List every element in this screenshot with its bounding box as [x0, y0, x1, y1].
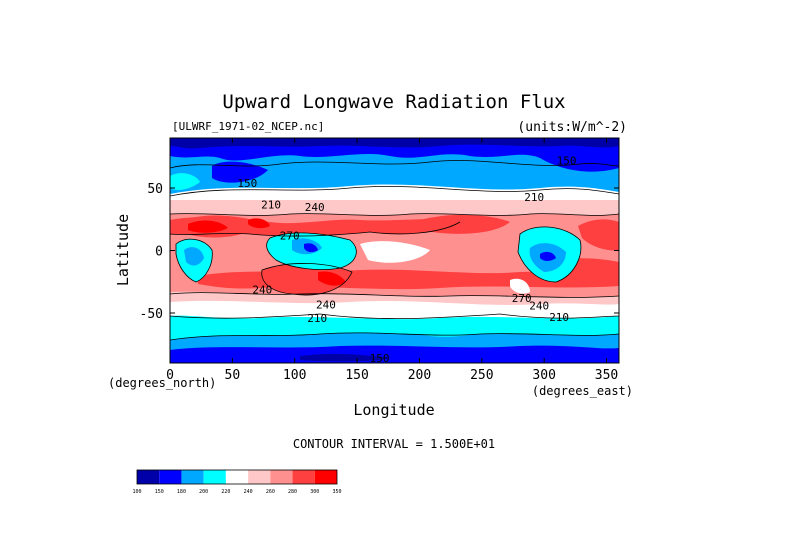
band-south-180: [170, 345, 619, 363]
x-tick-label-2: 100: [283, 368, 306, 383]
x-axis-label: Longitude: [353, 401, 434, 419]
warm-east-atlantic: [578, 219, 619, 251]
contour-line-8: [517, 226, 582, 283]
y-axis-unit-label: (degrees_north): [108, 376, 216, 390]
convection-andes: [510, 278, 530, 294]
contour-label-7: 150: [370, 352, 390, 365]
contour-label-9: 270: [512, 292, 532, 305]
contour-label-11: 210: [549, 311, 569, 324]
contour-line-7: [170, 332, 619, 341]
y-tick-label-2: 50: [147, 182, 163, 197]
colorbar-swatch-4: [225, 470, 249, 484]
x-tick-label-5: 250: [470, 368, 493, 383]
contour-label-8: 210: [524, 191, 544, 204]
colorbar-label-3: 200: [199, 489, 208, 495]
contour-line-4: [170, 221, 461, 237]
convection-west-pacific: [360, 241, 430, 263]
contour-lines: [170, 160, 619, 341]
colorbar-swatch-0: [137, 470, 160, 484]
hot-australia-core: [318, 271, 346, 286]
colorbar-label-0: 100: [132, 489, 141, 495]
convection-africa-core: [184, 247, 204, 266]
colorbar-label-8: 300: [310, 489, 319, 495]
colorbar-label-9: 350: [332, 489, 341, 495]
colorbar-swatch-1: [159, 470, 182, 484]
contour-line-5: [170, 292, 619, 298]
hot-arabia-core: [248, 218, 270, 229]
chart-subtitle-units: (units:W/m^-2): [517, 120, 627, 135]
contour-line-2: [170, 186, 619, 197]
colorbar-swatch-2: [181, 470, 204, 484]
x-tick-label-1: 50: [225, 368, 241, 383]
contour-label-1: 240: [305, 201, 325, 214]
x-tick-label-0: 0: [166, 368, 174, 383]
y-axis-label: Latitude: [114, 214, 132, 286]
axis-layer: 0 50 100 150 200 250 300 350 -50 0 50: [140, 138, 619, 383]
contour-label-4: 240: [252, 283, 272, 296]
colorbar-swatch-8: [314, 470, 337, 484]
contour-label-5: 240: [316, 298, 336, 311]
colorbar-swatch-3: [203, 470, 226, 484]
convection-maritime-deep: [304, 243, 318, 253]
contour-interval-note: CONTOUR INTERVAL = 1.500E+01: [293, 437, 495, 451]
y-tick-label-0: -50: [140, 307, 163, 322]
contour-label-12: 150: [557, 155, 577, 168]
white-north-midlat: [170, 184, 619, 204]
chart-subtitle-file: [ULWRF_1971-02_NCEP.nc]: [172, 120, 324, 133]
colorbar-label-6: 260: [266, 489, 275, 495]
band-south-240: [170, 291, 619, 306]
colorbar: 100 150 180 200 220 240 260 280 300 350: [132, 469, 342, 495]
colorbar-swatch-6: [270, 470, 293, 484]
colorbar-label-2: 180: [177, 489, 186, 495]
x-tick-label-6: 300: [532, 368, 555, 383]
contour-label-6: 210: [307, 312, 327, 325]
hot-sahara-core: [188, 220, 228, 233]
x-tick-label-3: 150: [345, 368, 368, 383]
band-north-240: [170, 200, 619, 216]
contour-line-1: [170, 160, 619, 169]
x-tick-label-7: 350: [595, 368, 618, 383]
colorbar-label-1: 150: [155, 489, 164, 495]
contour-line-3: [170, 213, 619, 216]
colorbar-swatch-7: [292, 470, 315, 484]
contour-label-3: 270: [280, 230, 300, 243]
x-axis-unit-label: (degrees_east): [532, 384, 633, 398]
chart-title: Upward Longwave Radiation Flux: [222, 91, 565, 113]
contour-line-11: [261, 263, 353, 296]
cyan-greenland: [170, 173, 200, 190]
contour-label-10: 240: [529, 300, 549, 313]
siberia-150-core: [212, 161, 268, 183]
warm-australia: [261, 263, 352, 296]
colorbar-label-7: 280: [288, 489, 297, 495]
convection-amazon-deep: [540, 251, 556, 261]
colorbar-label-5: 240: [244, 489, 253, 495]
contour-line-6: [170, 313, 619, 320]
contour-line-9: [175, 238, 213, 283]
contour-label-2: 210: [261, 198, 281, 211]
colorbar-label-4: 220: [221, 489, 230, 495]
colorbar-frame: [136, 469, 338, 485]
band-north-150: [170, 138, 619, 149]
band-south-150: [300, 353, 390, 362]
colorbar-swatch-5: [248, 470, 271, 484]
x-tick-label-4: 200: [408, 368, 431, 383]
y-tick-label-1: 0: [155, 245, 163, 260]
contour-label-0: 150: [237, 177, 257, 190]
